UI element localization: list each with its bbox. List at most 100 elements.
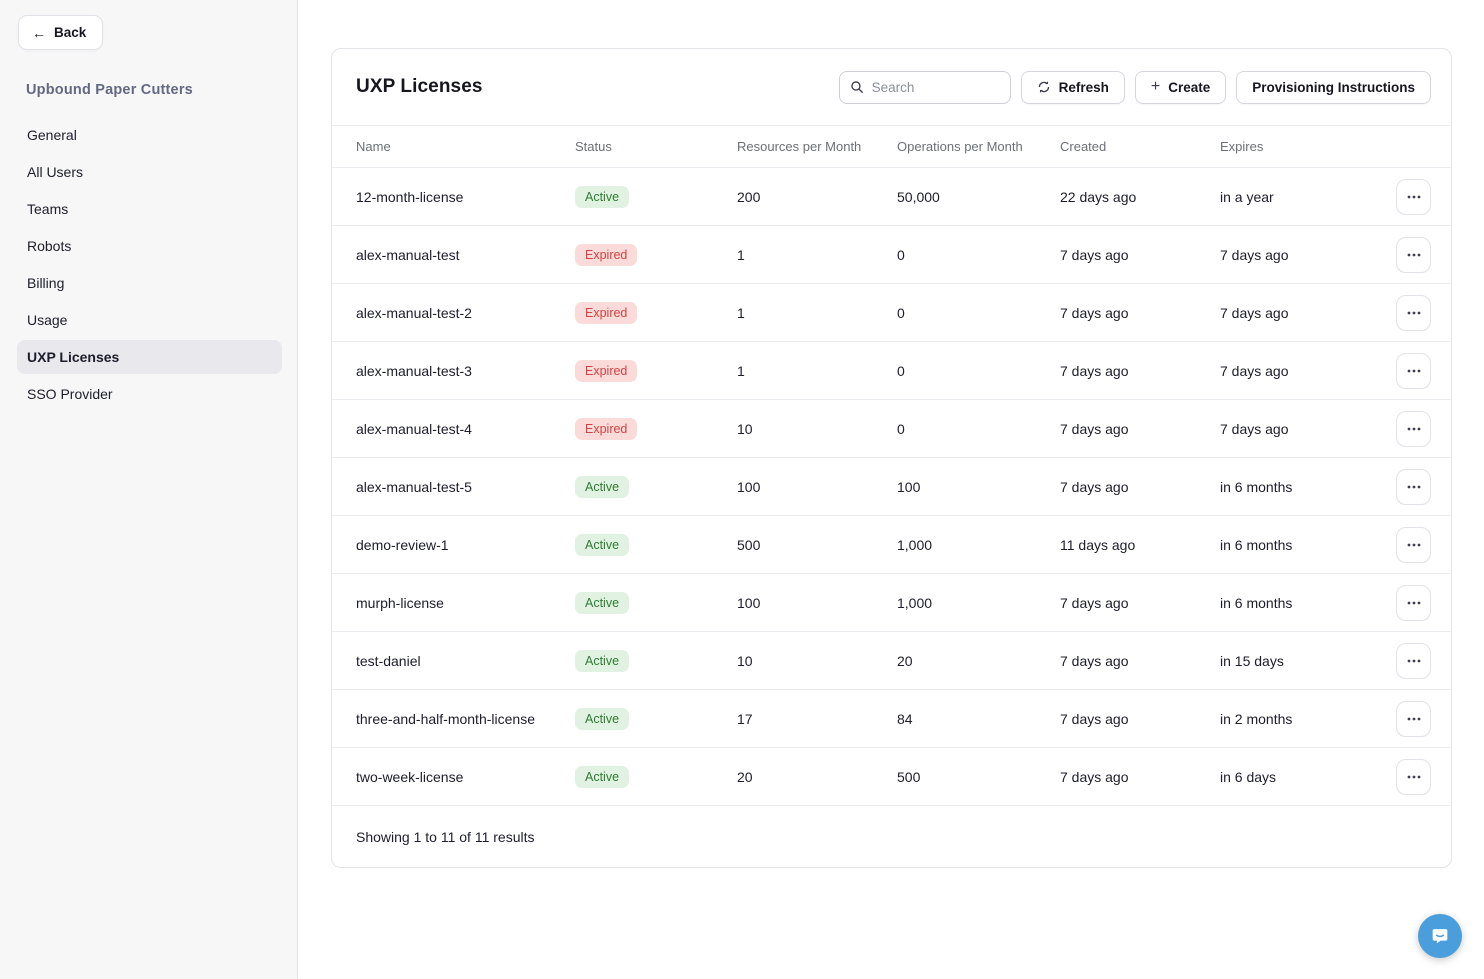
row-actions-button[interactable]: [1396, 294, 1431, 331]
column-header-expires: Expires: [1220, 139, 1264, 154]
expires-date[interactable]: 7 days ago: [1220, 362, 1289, 379]
created-date[interactable]: 7 days ago: [1060, 594, 1129, 611]
created-cell: 11 days ago: [1060, 536, 1220, 553]
actions-cell: [1396, 236, 1431, 273]
created-date[interactable]: 7 days ago: [1060, 362, 1129, 379]
created-cell: 7 days ago: [1060, 594, 1220, 611]
table-row: murph-license Active 100 1,000 7 days ago in …: [332, 573, 1451, 631]
sidebar-item-sso-provider[interactable]: SSO Provider: [27, 386, 113, 402]
sidebar-item-usage[interactable]: Usage: [27, 312, 68, 328]
ellipsis-icon: [1407, 659, 1420, 662]
ellipsis-icon: [1407, 253, 1420, 256]
status-badge: Active: [575, 765, 630, 788]
license-name: demo-review-1: [356, 536, 449, 553]
expires-date[interactable]: in 6 days: [1220, 768, 1277, 785]
expires-date[interactable]: in a year: [1220, 188, 1274, 205]
expires-date[interactable]: 7 days ago: [1220, 304, 1289, 321]
sidebar-item-billing[interactable]: Billing: [27, 275, 65, 291]
expires-date[interactable]: in 15 days: [1220, 652, 1284, 669]
expires-date[interactable]: 7 days ago: [1220, 246, 1289, 263]
expires-date[interactable]: in 2 months: [1220, 710, 1293, 727]
row-actions-button[interactable]: [1396, 642, 1431, 679]
expires-date[interactable]: in 6 months: [1220, 536, 1293, 553]
table-row: two-week-license Active 20 500 7 days ago in …: [332, 747, 1451, 805]
resources-per-month: 100: [737, 594, 761, 611]
expires-date[interactable]: in 6 months: [1220, 594, 1293, 611]
search-icon: [850, 81, 863, 93]
row-actions-button[interactable]: [1396, 352, 1431, 389]
created-date[interactable]: 22 days ago: [1060, 188, 1137, 205]
table-row: three-and-half-month-license Active 17 84 7 …: [332, 689, 1451, 747]
back-arrow-icon: ←: [32, 24, 46, 41]
operations-per-month: 1,000: [897, 536, 933, 553]
ellipsis-icon: [1407, 775, 1420, 778]
row-actions-button[interactable]: [1396, 526, 1431, 563]
actions-cell: [1396, 700, 1431, 737]
license-name: test-daniel: [356, 652, 421, 669]
operations-per-month: 0: [897, 362, 905, 379]
column-header-resources-per-month: Resources per Month: [737, 139, 862, 154]
actions-cell: [1396, 642, 1431, 679]
chat-launcher-button[interactable]: [1418, 914, 1462, 958]
sidebar-item-uxp-licenses[interactable]: UXP Licenses: [17, 340, 282, 374]
status-cell: Expired: [575, 359, 737, 382]
expires-cell: 7 days ago: [1220, 304, 1396, 321]
status-badge: Active: [575, 591, 630, 614]
table-row: alex-manual-test-2 Expired 1 0 7 days ago 7 d…: [332, 283, 1451, 341]
create-button-label: Create: [1168, 79, 1211, 95]
created-date[interactable]: 7 days ago: [1060, 304, 1129, 321]
status-badge: Active: [575, 707, 630, 730]
row-actions-button[interactable]: [1396, 410, 1431, 447]
expires-cell: in 6 days: [1220, 768, 1396, 785]
operations-per-month: 500: [897, 768, 921, 785]
row-actions-button[interactable]: [1396, 584, 1431, 621]
status-badge: Active: [575, 475, 630, 498]
sidebar-item-robots[interactable]: Robots: [27, 238, 72, 254]
created-date[interactable]: 7 days ago: [1060, 710, 1129, 727]
created-date[interactable]: 7 days ago: [1060, 652, 1129, 669]
license-name: murph-license: [356, 594, 444, 611]
license-name: alex-manual-test-4: [356, 420, 472, 437]
back-button[interactable]: ← Back: [18, 15, 104, 50]
actions-cell: [1396, 468, 1431, 505]
expires-date[interactable]: in 6 months: [1220, 478, 1293, 495]
license-name: three-and-half-month-license: [356, 710, 535, 727]
operations-per-month: 0: [897, 420, 905, 437]
created-date[interactable]: 11 days ago: [1060, 536, 1136, 553]
table-body: 12-month-license Active 200 50,000 22 days a…: [332, 167, 1451, 805]
status-badge: Expired: [575, 417, 638, 440]
status-badge: Expired: [575, 243, 638, 266]
operations-per-month: 50,000: [897, 188, 940, 205]
status-badge: Expired: [575, 359, 638, 382]
row-actions-button[interactable]: [1396, 700, 1431, 737]
row-actions-button[interactable]: [1396, 236, 1431, 273]
expires-cell: in 6 months: [1220, 594, 1396, 611]
expires-cell: 7 days ago: [1220, 420, 1396, 437]
sidebar-item-teams[interactable]: Teams: [27, 201, 69, 217]
create-button[interactable]: + Create: [1134, 70, 1227, 104]
table-row: alex-manual-test-3 Expired 1 0 7 days ago 7 d…: [332, 341, 1451, 399]
status-cell: Active: [575, 707, 737, 730]
refresh-button[interactable]: Refresh: [1020, 70, 1125, 104]
sidebar-item-general[interactable]: General: [27, 127, 77, 143]
row-actions-button[interactable]: [1396, 178, 1431, 215]
actions-cell: [1396, 410, 1431, 447]
created-cell: 22 days ago: [1060, 188, 1220, 205]
created-cell: 7 days ago: [1060, 420, 1220, 437]
created-cell: 7 days ago: [1060, 246, 1220, 263]
search-input[interactable]: [871, 79, 1000, 95]
sidebar: ← Back Upbound Paper Cutters General All …: [0, 0, 298, 979]
actions-cell: [1396, 758, 1431, 795]
row-actions-button[interactable]: [1396, 468, 1431, 505]
created-date[interactable]: 7 days ago: [1060, 420, 1129, 437]
sidebar-item-all-users[interactable]: All Users: [27, 164, 84, 180]
created-date[interactable]: 7 days ago: [1060, 478, 1129, 495]
provisioning-instructions-button[interactable]: Provisioning Instructions: [1236, 70, 1431, 104]
expires-date[interactable]: 7 days ago: [1220, 420, 1289, 437]
created-cell: 7 days ago: [1060, 710, 1220, 727]
expires-cell: 7 days ago: [1220, 246, 1396, 263]
table-footer: Showing 1 to 11 of 11 results: [332, 805, 1451, 867]
created-date[interactable]: 7 days ago: [1060, 768, 1129, 785]
row-actions-button[interactable]: [1396, 758, 1431, 795]
created-date[interactable]: 7 days ago: [1060, 246, 1129, 263]
